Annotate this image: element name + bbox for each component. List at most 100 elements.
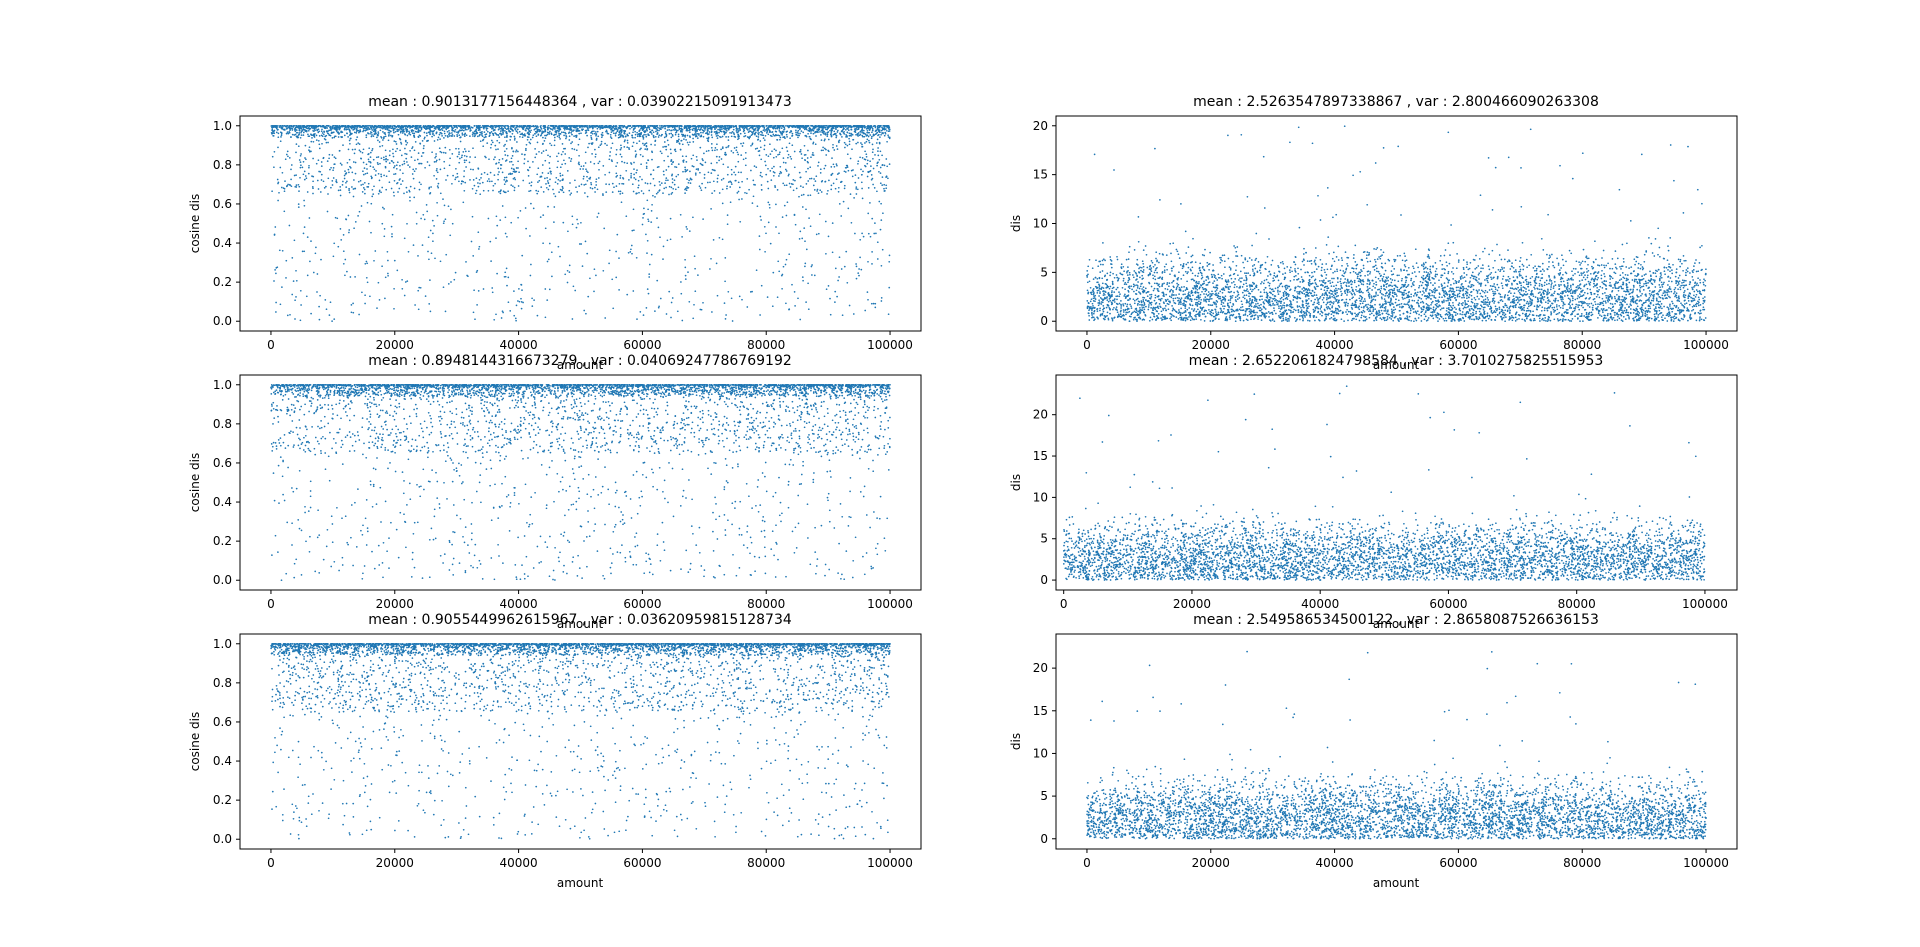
scatter-point: [767, 202, 769, 204]
scatter-point: [663, 160, 665, 162]
scatter-point: [705, 132, 707, 134]
scatter-point: [875, 130, 877, 132]
scatter-point: [763, 137, 765, 139]
scatter-point: [290, 169, 292, 171]
scatter-point: [765, 135, 767, 137]
scatter-point: [571, 158, 573, 160]
scatter-point: [884, 190, 886, 192]
scatter-point: [626, 294, 628, 296]
scatter-point: [495, 313, 497, 315]
scatter-point: [702, 132, 704, 134]
scatter-point: [704, 177, 706, 179]
scatter-point: [512, 133, 514, 135]
scatter-point: [406, 187, 408, 189]
plot-title: mean : 0.9013177156448364 , var : 0.0390…: [368, 94, 792, 110]
scatter-point: [292, 126, 294, 128]
scatter-point: [823, 130, 825, 132]
scatter-point: [271, 133, 273, 135]
scatter-point: [612, 130, 614, 132]
scatter-point: [856, 266, 858, 268]
scatter-point: [349, 143, 351, 145]
scatter-point: [782, 183, 784, 185]
scatter-point: [524, 158, 526, 160]
scatter-point: [364, 303, 366, 305]
scatter-point: [645, 136, 647, 138]
scatter-point: [487, 173, 489, 175]
scatter-point: [619, 177, 621, 179]
scatter-point: [716, 263, 718, 265]
scatter-point: [514, 177, 516, 179]
scatter-point: [760, 219, 762, 221]
scatter-point: [549, 167, 551, 169]
scatter-point: [602, 165, 604, 167]
scatter-point: [423, 152, 425, 154]
scatter-point: [478, 290, 480, 292]
scatter-point: [820, 172, 822, 174]
scatter-point: [873, 125, 875, 127]
scatter-point: [284, 129, 286, 131]
scatter-point: [378, 282, 380, 284]
scatter-point: [370, 152, 372, 154]
scatter-point: [583, 184, 585, 186]
scatter-point: [642, 156, 644, 158]
scatter-point: [434, 257, 436, 259]
scatter-point: [869, 142, 871, 144]
scatter-point: [816, 234, 818, 236]
scatter-point: [418, 131, 420, 133]
scatter-point: [542, 143, 544, 145]
scatter-point: [287, 155, 289, 157]
scatter-point: [287, 133, 289, 135]
scatter-point: [379, 189, 381, 191]
scatter-point: [519, 301, 521, 303]
scatter-point: [541, 152, 543, 154]
scatter-point: [344, 135, 346, 137]
scatter-point: [672, 135, 674, 137]
scatter-point: [684, 192, 686, 194]
scatter-point: [760, 216, 762, 218]
scatter-point: [877, 241, 879, 243]
scatter-point: [474, 156, 476, 158]
scatter-point: [687, 169, 689, 171]
scatter-point: [546, 299, 548, 301]
scatter-point: [295, 134, 297, 136]
scatter-point: [760, 175, 762, 177]
scatter-point: [303, 200, 305, 202]
scatter-point: [427, 161, 429, 163]
scatter-point: [736, 127, 738, 129]
scatter-point: [388, 170, 390, 172]
scatter-point: [845, 143, 847, 145]
scatter-point: [342, 181, 344, 183]
scatter-point: [392, 135, 394, 137]
scatter-point: [731, 135, 733, 137]
scatter-point: [663, 171, 665, 173]
scatter-point: [769, 207, 771, 209]
scatter-point: [465, 151, 467, 153]
scatter-point: [499, 142, 501, 144]
scatter-point: [559, 256, 561, 258]
scatter-point: [389, 181, 391, 183]
scatter-point: [356, 143, 358, 145]
scatter-point: [426, 135, 428, 137]
scatter-point: [516, 305, 518, 307]
scatter-point: [845, 167, 847, 169]
scatter-point: [526, 126, 528, 128]
scatter-point: [556, 166, 558, 168]
scatter-point: [800, 149, 802, 151]
scatter-point: [395, 141, 397, 143]
scatter-point: [875, 233, 877, 235]
scatter-point: [500, 130, 502, 132]
scatter-point: [681, 320, 683, 322]
scatter-point: [581, 184, 583, 186]
scatter-point: [875, 133, 877, 135]
scatter-point: [371, 196, 373, 198]
scatter-point: [868, 187, 870, 189]
scatter-point: [861, 128, 863, 130]
scatter-point: [686, 178, 688, 180]
scatter-point: [606, 125, 608, 127]
scatter-point: [509, 161, 511, 163]
scatter-point: [602, 194, 604, 196]
scatter-point: [835, 188, 837, 190]
scatter-point: [497, 179, 499, 181]
scatter-point: [479, 179, 481, 181]
scatter-point: [871, 218, 873, 220]
